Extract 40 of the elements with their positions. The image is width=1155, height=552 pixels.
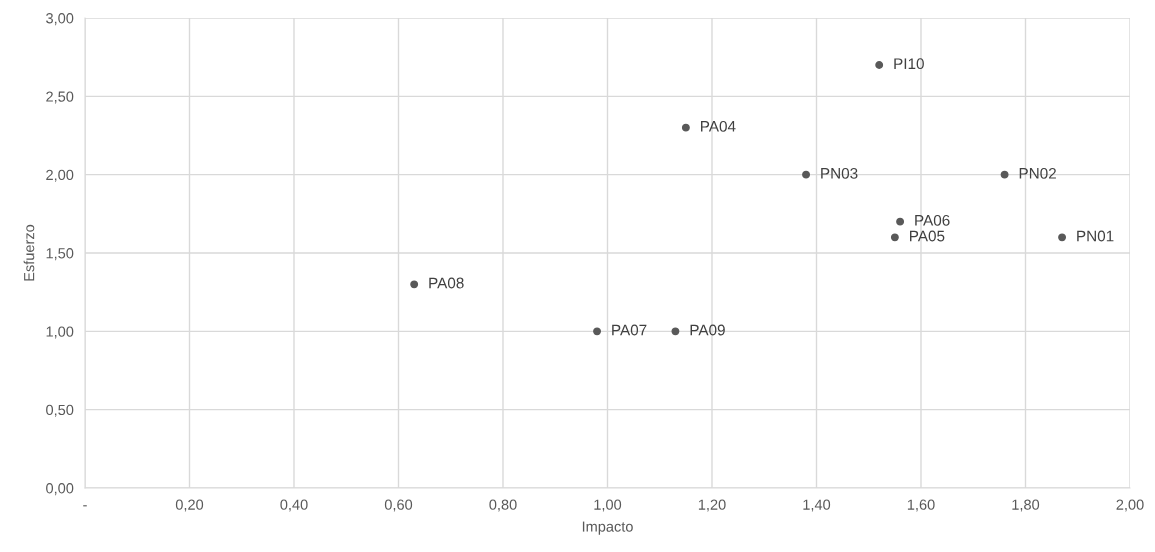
x-tick-label: 1,00 [594,499,622,512]
point [875,61,884,69]
x-tick-label: 0,20 [175,499,204,512]
point [802,170,811,179]
annotation: PA06 [915,214,950,226]
y-tick-label: 2,50 [46,91,74,104]
annotation: PA09 [690,324,725,336]
y-tick-label: 2,00 [46,169,74,182]
annotation: PA05 [910,230,945,242]
y-tick-label: 1,50 [46,248,74,261]
point [1058,233,1067,242]
x-tick-label: 0,60 [384,499,413,512]
y-tick-label: 0,50 [46,404,74,417]
point [671,327,680,336]
y-tick-label: 0,00 [46,483,74,496]
point [890,233,899,242]
annotation: PA04 [701,120,736,132]
annotation: PN02 [1019,167,1056,179]
x-tick-label: 1,40 [803,499,831,512]
x-tick-label: 1,80 [1012,499,1040,512]
point [410,280,419,289]
x-tick-label: 1,60 [907,499,935,512]
annotation: PN03 [821,167,858,179]
x-tick-label: 1,20 [698,499,726,512]
annotation: PN01 [1077,230,1114,242]
y-axis-title: Esfuerzo [23,224,35,281]
annotation: PI10 [894,58,924,70]
annotation: PA08 [429,277,464,289]
y-tick-label: 1,00 [46,326,74,339]
point [681,123,690,132]
point [896,217,905,226]
x-tick-label: 2,00 [1116,499,1144,512]
annotation: PA07 [612,324,647,336]
x-axis-title: Impacto [582,521,633,535]
x-tick-label: 0,40 [280,499,308,512]
point [1000,170,1009,179]
x-tick-label: 0,80 [489,499,517,512]
point [593,327,602,336]
x-tick-label: - [83,505,87,507]
y-tick-label: 3,00 [46,13,74,26]
